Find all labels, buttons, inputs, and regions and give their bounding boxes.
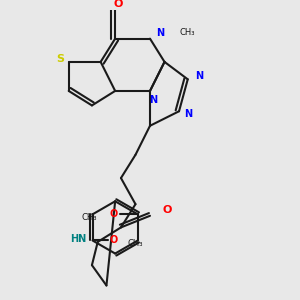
Text: N: N	[195, 71, 203, 81]
Text: CH₃: CH₃	[128, 239, 143, 248]
Text: O: O	[163, 205, 172, 215]
Text: N: N	[184, 109, 192, 119]
Text: N: N	[156, 28, 164, 38]
Text: O: O	[109, 209, 118, 219]
Text: HN: HN	[70, 234, 86, 244]
Text: O: O	[110, 236, 118, 245]
Text: S: S	[56, 54, 64, 64]
Text: N: N	[149, 94, 157, 105]
Text: CH₃: CH₃	[179, 28, 194, 38]
Text: CH₃: CH₃	[82, 213, 97, 222]
Text: O: O	[113, 0, 123, 9]
